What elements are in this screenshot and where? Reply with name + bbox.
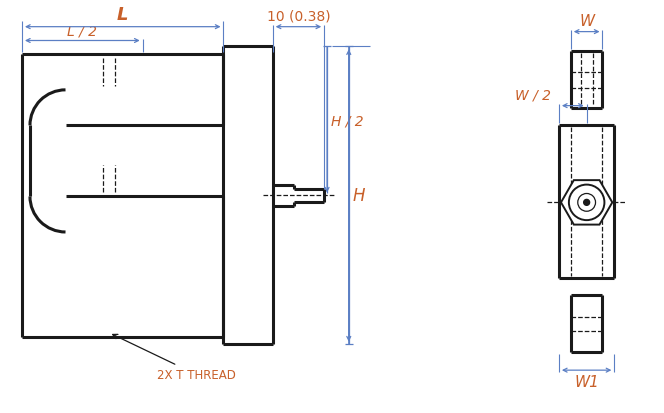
Text: H: H	[353, 187, 365, 205]
Text: W1: W1	[574, 374, 599, 389]
Text: W / 2: W / 2	[515, 88, 551, 102]
Text: 2X T THREAD: 2X T THREAD	[113, 335, 236, 381]
Circle shape	[584, 200, 590, 206]
Text: L / 2: L / 2	[67, 24, 98, 38]
Text: H / 2: H / 2	[331, 115, 364, 128]
Text: 10 (0.38): 10 (0.38)	[267, 10, 330, 24]
Text: L: L	[117, 6, 129, 24]
Text: W: W	[579, 14, 594, 28]
